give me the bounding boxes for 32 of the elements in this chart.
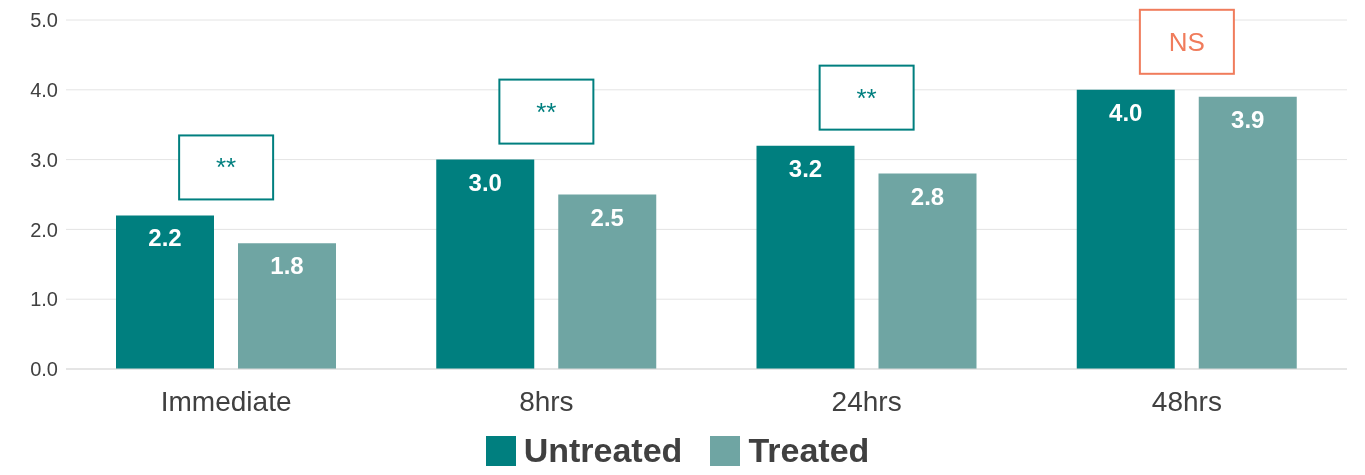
y-tick-label: 5.0: [30, 9, 58, 32]
data-label: 2.8: [910, 182, 945, 210]
x-tick-label: 24hrs: [831, 385, 902, 417]
data-label: 4.0: [1109, 98, 1143, 126]
y-tick-label: 3.0: [30, 148, 58, 171]
legend-label: Treated: [747, 431, 870, 470]
bar: [238, 243, 336, 369]
bar: [878, 173, 977, 369]
y-tick-label: 0.0: [30, 358, 58, 381]
x-tick-label: Immediate: [160, 385, 292, 417]
data-label: 3.9: [1231, 105, 1265, 133]
data-label: 2.2: [148, 224, 182, 252]
x-tick-label: 48hrs: [1151, 385, 1222, 417]
bar: [116, 215, 214, 369]
bar: [756, 145, 855, 369]
data-label: 3.2: [788, 154, 823, 182]
data-label: 3.0: [468, 168, 502, 196]
annotation: **: [856, 82, 877, 113]
annotation: NS: [1168, 26, 1205, 57]
bar: [1076, 89, 1175, 369]
data-label: 1.8: [270, 252, 304, 280]
bar: [1198, 96, 1297, 369]
data-label: 2.5: [590, 203, 624, 231]
bar: [436, 159, 535, 369]
y-tick-label: 2.0: [30, 218, 58, 241]
bar: [558, 194, 657, 369]
y-tick-label: 1.0: [30, 288, 58, 311]
annotation: **: [216, 152, 237, 183]
annotation: **: [536, 96, 557, 127]
legend-label: Untreated: [522, 431, 683, 470]
x-tick-label: 8hrs: [519, 385, 574, 417]
y-tick-label: 4.0: [30, 78, 58, 101]
